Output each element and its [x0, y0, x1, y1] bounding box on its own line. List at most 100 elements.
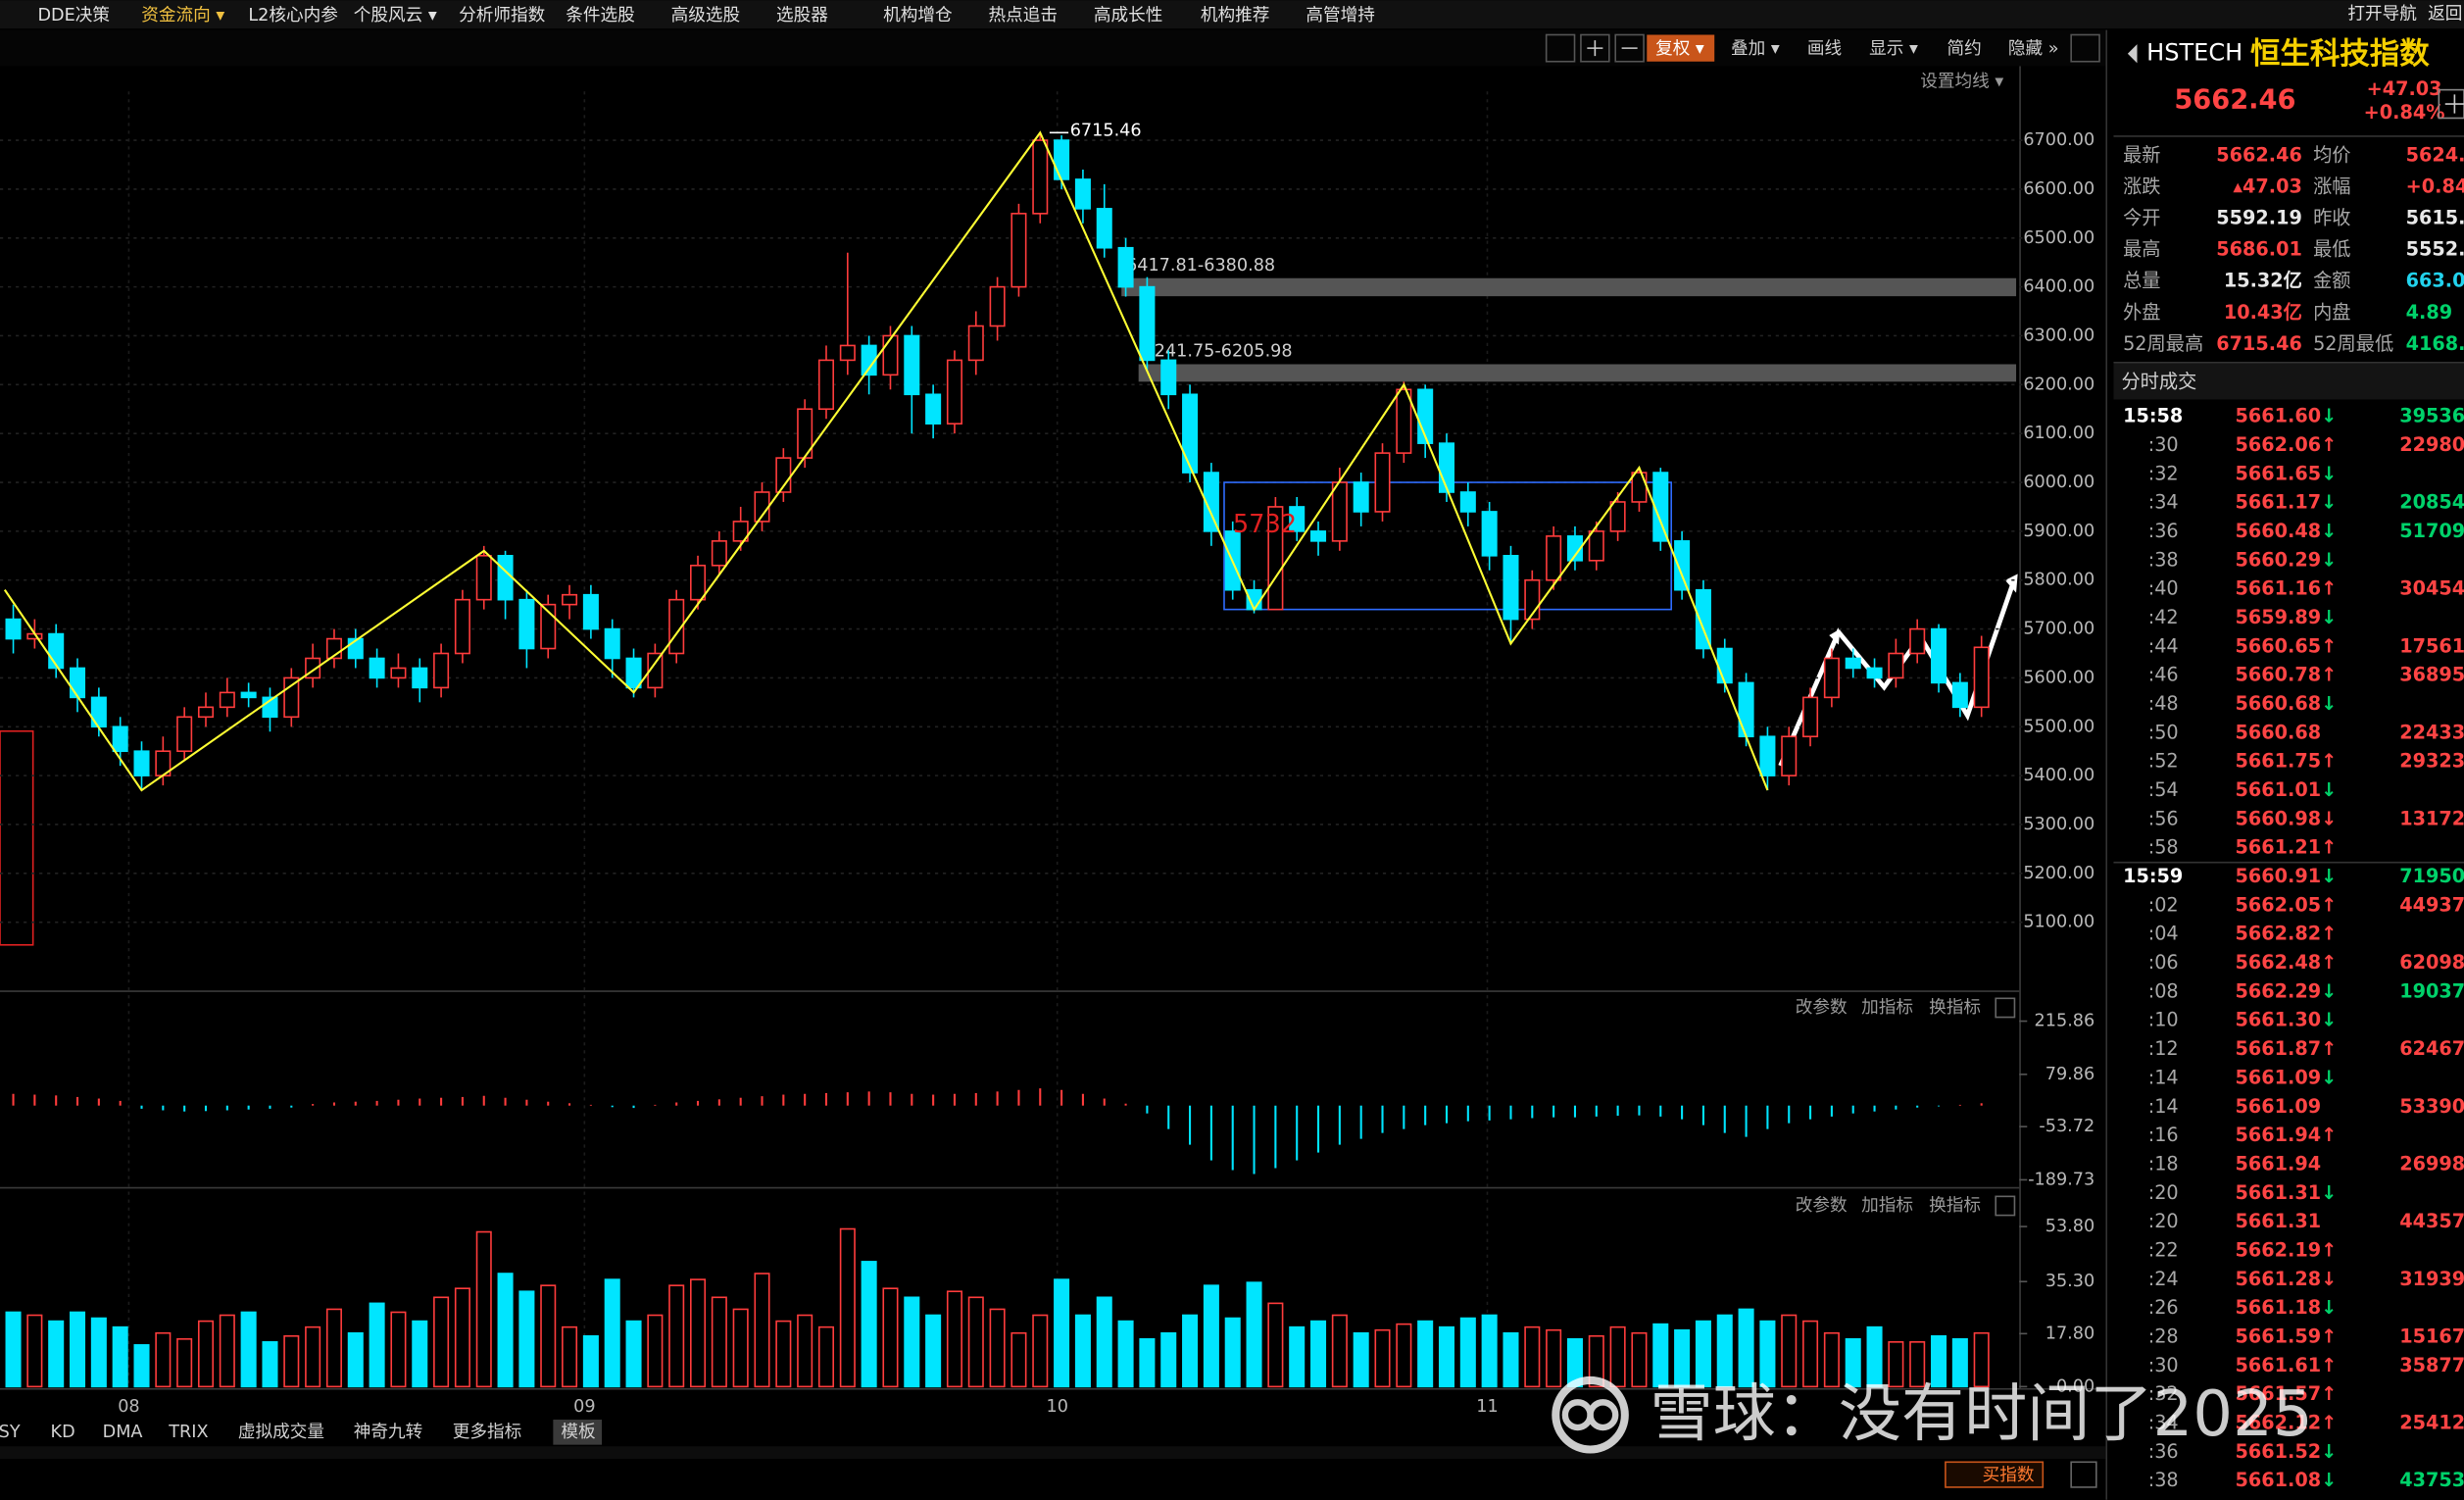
candle-body	[604, 627, 620, 660]
stat-value: 10.43亿	[2224, 301, 2302, 324]
trade-volume: 319390	[2399, 1268, 2464, 1290]
zoom-out[interactable]	[1614, 33, 1645, 63]
trade-price: 5661.31	[2236, 1181, 2322, 1204]
fullscreen[interactable]	[2070, 33, 2100, 63]
volume-bar	[540, 1284, 557, 1388]
volume-bar	[690, 1278, 707, 1388]
candle-body	[925, 393, 942, 425]
y-tick-label: 35.30	[2045, 1272, 2094, 1291]
indicator-tab[interactable]: 更多指标	[453, 1422, 522, 1442]
trade-time: :32	[2148, 462, 2179, 484]
indicator-button[interactable]: 加指标	[1861, 1195, 1913, 1216]
candle-body	[1866, 667, 1883, 679]
trades-title: 分时成交	[2121, 370, 2196, 392]
trade-arrow: ↑	[2321, 1412, 2337, 1434]
candle-body	[1503, 555, 1519, 621]
trade-time: :16	[2148, 1124, 2179, 1146]
indicator-tab[interactable]: 模板	[561, 1422, 596, 1442]
indicator-button[interactable]: 改参数	[1796, 1195, 1848, 1216]
volume-bar	[861, 1261, 877, 1388]
menu-bar	[0, 0, 2464, 29]
menu-item[interactable]: L2核心内参	[248, 5, 338, 25]
trade-time: :32	[2148, 1382, 2179, 1405]
stat-value: 15.32亿	[2224, 270, 2302, 292]
menu-item[interactable]: 机构增仓	[883, 5, 953, 25]
nav-button[interactable]: 打开导航	[2347, 4, 2417, 25]
trade-arrow: ↓	[2321, 807, 2337, 829]
add-button[interactable]	[2438, 88, 2464, 120]
tab-active-bg	[553, 1420, 603, 1445]
volume-bar	[925, 1314, 942, 1388]
indicator-tab[interactable]: 神奇九转	[354, 1422, 423, 1442]
buy-button-bg[interactable]	[1945, 1461, 2045, 1488]
menu-item[interactable]: 分析师指数	[459, 5, 546, 25]
toolbar-button[interactable]: 显示 ▾	[1869, 39, 1918, 59]
trade-price: 5661.18	[2236, 1296, 2322, 1319]
y-tick-label: 215.86	[2035, 1012, 2095, 1031]
menu-item[interactable]: 高成长性	[1094, 5, 1163, 25]
ma-setting[interactable]: 设置均线 ▾	[1920, 72, 2003, 92]
trade-volume: 293230	[2399, 750, 2464, 773]
indicator-tab[interactable]: SY	[0, 1423, 21, 1442]
toolbar-button[interactable]: 简约	[1947, 38, 1982, 59]
download-button[interactable]	[2070, 1461, 2097, 1488]
candle-body	[1631, 472, 1648, 503]
volume-bar	[219, 1314, 235, 1388]
candle-body	[1674, 540, 1691, 591]
stat-value: 5552.0	[2406, 238, 2464, 261]
menu-item[interactable]: 热点追击	[988, 5, 1058, 25]
nav-button[interactable]: 返回	[2428, 4, 2462, 25]
volume-bar	[754, 1273, 770, 1388]
back-arrow[interactable]	[2127, 44, 2138, 64]
volume-bar	[946, 1290, 962, 1388]
menu-item[interactable]: 条件选股	[566, 5, 635, 25]
menu-item[interactable]: 选股器	[776, 5, 828, 25]
trade-price: 5662.82	[2236, 923, 2322, 945]
y-tick-label: 6500.00	[2023, 228, 2094, 248]
candle-body	[647, 652, 664, 689]
trade-price: 5661.31	[2236, 1210, 2322, 1232]
toolbar-button[interactable]: 隐藏 »	[2008, 38, 2059, 59]
volume-bar	[1652, 1323, 1669, 1388]
trade-time: :12	[2148, 1037, 2179, 1060]
trade-volume: 395360	[2399, 405, 2464, 427]
menu-item[interactable]: 高管增持	[1306, 5, 1375, 25]
menu-item[interactable]: 高级选股	[671, 5, 741, 25]
volume-bar	[155, 1331, 172, 1388]
buy-button[interactable]: 买指数	[1983, 1465, 2035, 1485]
candle-body	[70, 667, 86, 699]
menu-item[interactable]: 机构推荐	[1201, 5, 1270, 25]
zoom-in[interactable]	[1580, 33, 1610, 63]
indicator-button[interactable]: 加指标	[1861, 997, 1913, 1018]
volume-bar	[1459, 1317, 1476, 1388]
close-button[interactable]	[1995, 1195, 2016, 1217]
trade-price: 5661.57	[2236, 1382, 2322, 1405]
volume-bar	[1931, 1334, 1947, 1388]
menu-item[interactable]: 个股风云 ▾	[354, 5, 437, 25]
trade-volume: 620980	[2399, 951, 2464, 974]
close-button[interactable]	[1995, 997, 2016, 1019]
trade-price: 5661.09	[2236, 1095, 2322, 1118]
toolbar-button[interactable]: 画线	[1807, 38, 1842, 59]
tool-icon[interactable]	[1545, 33, 1576, 63]
candle-body	[1566, 535, 1583, 562]
trade-price: 5661.21	[2236, 836, 2322, 859]
indicator-button[interactable]: 换指标	[1929, 1195, 1981, 1216]
indicator-tab[interactable]: KD	[51, 1423, 75, 1442]
menu-item[interactable]: DDE决策	[37, 5, 110, 25]
indicator-button[interactable]: 改参数	[1796, 997, 1848, 1018]
toolbar-button[interactable]: 叠加 ▾	[1731, 38, 1780, 59]
volume-bar	[133, 1344, 150, 1388]
toolbar-button[interactable]: 复权 ▾	[1655, 38, 1704, 59]
indicator-tab[interactable]: DMA	[103, 1423, 143, 1442]
menu-item[interactable]: 资金流向 ▾	[141, 5, 224, 25]
candle-body	[1353, 481, 1369, 513]
indicator-button[interactable]: 换指标	[1929, 997, 1981, 1018]
volume-bar	[1973, 1331, 1990, 1388]
trade-volume: 190370	[2399, 979, 2464, 1002]
indicator-tab[interactable]: 虚拟成交量	[238, 1422, 324, 1442]
candle-body	[475, 555, 492, 601]
indicator-tab[interactable]: TRIX	[168, 1423, 208, 1442]
candle-body	[711, 540, 727, 567]
